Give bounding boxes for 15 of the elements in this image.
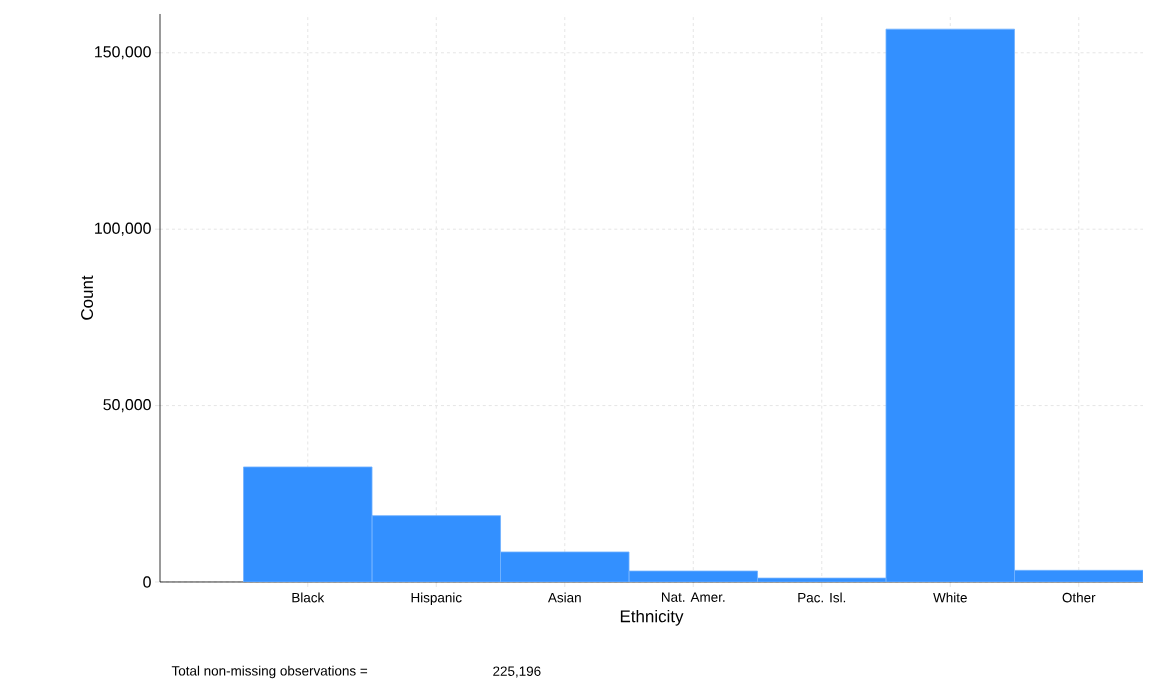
y-tick-label: 50,000 <box>103 399 151 413</box>
y-axis-title: Count <box>81 275 94 320</box>
x-tick-label: Other <box>1062 592 1096 603</box>
text: Total non-missing observations = <box>171 665 368 679</box>
x-tick-label: White <box>933 592 967 603</box>
x-tick-label: Black <box>292 592 325 603</box>
x-tick-label: Nat. Amer. <box>661 592 725 602</box>
x-tick-label: Hispanic <box>411 592 462 606</box>
x-tick-label: Asian <box>547 592 581 603</box>
y-tick-label: 100,000 <box>95 222 151 236</box>
y-tick-label: 150,000 <box>95 46 151 60</box>
y-tick-label: 0 <box>143 576 151 588</box>
x-tick-label: Pac. Isl. <box>798 592 846 603</box>
text: 225,196 <box>493 666 541 678</box>
x-axis-title: Ethnicity <box>620 609 684 626</box>
